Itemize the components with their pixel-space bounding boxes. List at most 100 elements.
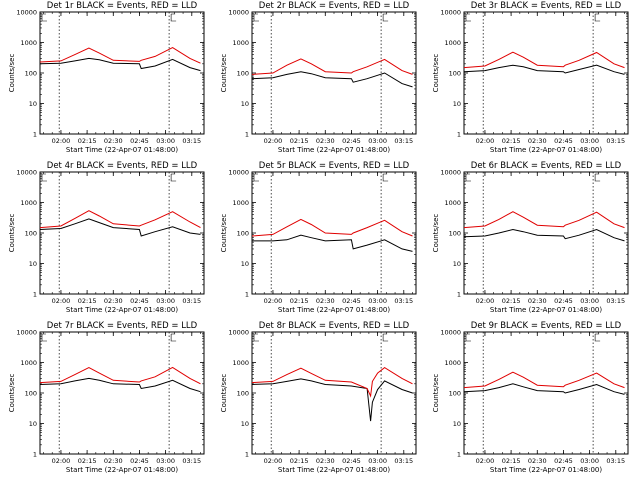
x-tick-label: 02:15	[502, 137, 521, 145]
y-tick-label: 1	[33, 451, 37, 459]
y-tick-label: 10000	[440, 329, 461, 337]
lld-series-line	[463, 51, 625, 69]
x-tick-label: 02:00	[476, 297, 495, 305]
bracket-mark	[382, 333, 389, 342]
panel-title: Det 6r BLACK = Events, RED = LLD	[471, 161, 622, 171]
x-tick-label: 02:30	[316, 457, 335, 465]
x-tick-label: 03:00	[580, 137, 599, 145]
x-tick-label: 02:30	[316, 137, 335, 145]
bracket-mark	[594, 13, 601, 22]
x-tick-label: 02:30	[528, 137, 547, 145]
y-axis-label: Counts/sec	[432, 214, 440, 253]
bracket-mark	[253, 13, 259, 22]
y-tick-label: 10000	[16, 9, 37, 17]
y-tick-label: 100	[25, 390, 37, 398]
x-tick-label: 02:45	[554, 457, 573, 465]
events-series-line	[463, 383, 625, 395]
bracket-mark	[41, 173, 47, 182]
x-tick-label: 03:00	[368, 137, 387, 145]
lld-series-line	[39, 366, 201, 385]
y-tick-label: 10	[29, 100, 37, 108]
y-tick-label: 1	[457, 291, 461, 299]
x-axis-label: Start Time (22-Apr-07 01:48:00)	[490, 146, 602, 154]
y-tick-label: 1	[457, 131, 461, 139]
bracket-mark	[594, 173, 601, 182]
x-tick-label: 02:00	[476, 457, 495, 465]
y-tick-label: 10000	[440, 9, 461, 17]
y-tick-label: 100	[25, 70, 37, 78]
y-tick-label: 1000	[444, 199, 461, 207]
x-tick-label: 03:00	[156, 297, 175, 305]
x-tick-label: 03:15	[182, 297, 201, 305]
x-tick-label: 03:15	[606, 137, 625, 145]
y-tick-label: 1	[245, 451, 249, 459]
panel-det7: Det 7r BLACK = Events, RED = LLD 1 10 100 10…	[8, 321, 205, 474]
y-tick-label: 1000	[20, 359, 37, 367]
y-tick-label: 1	[245, 291, 249, 299]
y-tick-label: 1000	[232, 39, 249, 47]
bracket-mark	[170, 333, 177, 342]
x-tick-label: 02:15	[78, 297, 97, 305]
lld-series-line	[251, 58, 413, 75]
x-tick-label: 02:30	[104, 137, 123, 145]
x-tick-label: 03:00	[368, 457, 387, 465]
bracket-mark	[253, 333, 259, 342]
x-tick-label: 03:15	[606, 457, 625, 465]
y-tick-label: 10	[241, 420, 249, 428]
x-tick-label: 03:00	[580, 457, 599, 465]
lld-series-line	[39, 47, 201, 64]
y-tick-label: 10	[453, 260, 461, 268]
x-axis-label: Start Time (22-Apr-07 01:48:00)	[278, 466, 390, 474]
x-axis-label: Start Time (22-Apr-07 01:48:00)	[66, 306, 178, 314]
lld-series-line	[463, 211, 625, 229]
y-tick-label: 10	[241, 100, 249, 108]
events-series-line	[251, 378, 413, 422]
panel-title: Det 7r BLACK = Events, RED = LLD	[47, 321, 198, 331]
events-series-line	[463, 228, 625, 242]
plot-frame	[463, 11, 629, 135]
y-tick-label: 1	[33, 131, 37, 139]
y-tick-label: 10	[29, 420, 37, 428]
bracket-mark	[170, 13, 177, 22]
x-tick-label: 03:00	[156, 137, 175, 145]
bracket-mark	[465, 173, 471, 182]
panel-det2: Det 2r BLACK = Events, RED = LLD 1 10 100 10…	[220, 1, 417, 154]
x-tick-label: 02:00	[264, 457, 283, 465]
plot-frame	[463, 331, 629, 455]
x-tick-label: 02:15	[78, 137, 97, 145]
x-tick-label: 02:15	[502, 457, 521, 465]
panel-title: Det 1r BLACK = Events, RED = LLD	[47, 1, 198, 11]
events-series-line	[251, 71, 413, 88]
x-tick-label: 03:00	[156, 457, 175, 465]
y-tick-label: 1000	[20, 199, 37, 207]
x-tick-label: 02:00	[264, 297, 283, 305]
x-tick-label: 02:45	[130, 297, 149, 305]
panel-det9: Det 9r BLACK = Events, RED = LLD 1 10 100 10…	[432, 321, 629, 474]
x-tick-label: 02:00	[264, 137, 283, 145]
x-tick-label: 02:30	[104, 297, 123, 305]
plot-frame	[251, 331, 417, 455]
y-tick-label: 100	[449, 70, 461, 78]
x-tick-label: 02:15	[502, 297, 521, 305]
y-axis-label: Counts/sec	[432, 374, 440, 413]
y-tick-label: 1000	[444, 39, 461, 47]
panel-title: Det 8r BLACK = Events, RED = LLD	[259, 321, 410, 331]
y-tick-label: 100	[449, 390, 461, 398]
x-tick-label: 02:45	[342, 457, 361, 465]
lld-series-line	[251, 218, 413, 237]
x-tick-label: 02:45	[554, 137, 573, 145]
y-axis-label: Counts/sec	[8, 54, 16, 93]
x-tick-label: 03:15	[394, 137, 413, 145]
y-tick-label: 100	[25, 230, 37, 238]
x-tick-label: 02:30	[528, 297, 547, 305]
panel-title: Det 4r BLACK = Events, RED = LLD	[47, 161, 198, 171]
y-tick-label: 1	[245, 131, 249, 139]
x-axis-label: Start Time (22-Apr-07 01:48:00)	[490, 306, 602, 314]
x-tick-label: 02:30	[528, 457, 547, 465]
y-tick-label: 10000	[16, 169, 37, 177]
y-axis-label: Counts/sec	[8, 374, 16, 413]
x-tick-label: 03:00	[580, 297, 599, 305]
y-axis-label: Counts/sec	[432, 54, 440, 93]
x-tick-label: 02:00	[52, 297, 71, 305]
